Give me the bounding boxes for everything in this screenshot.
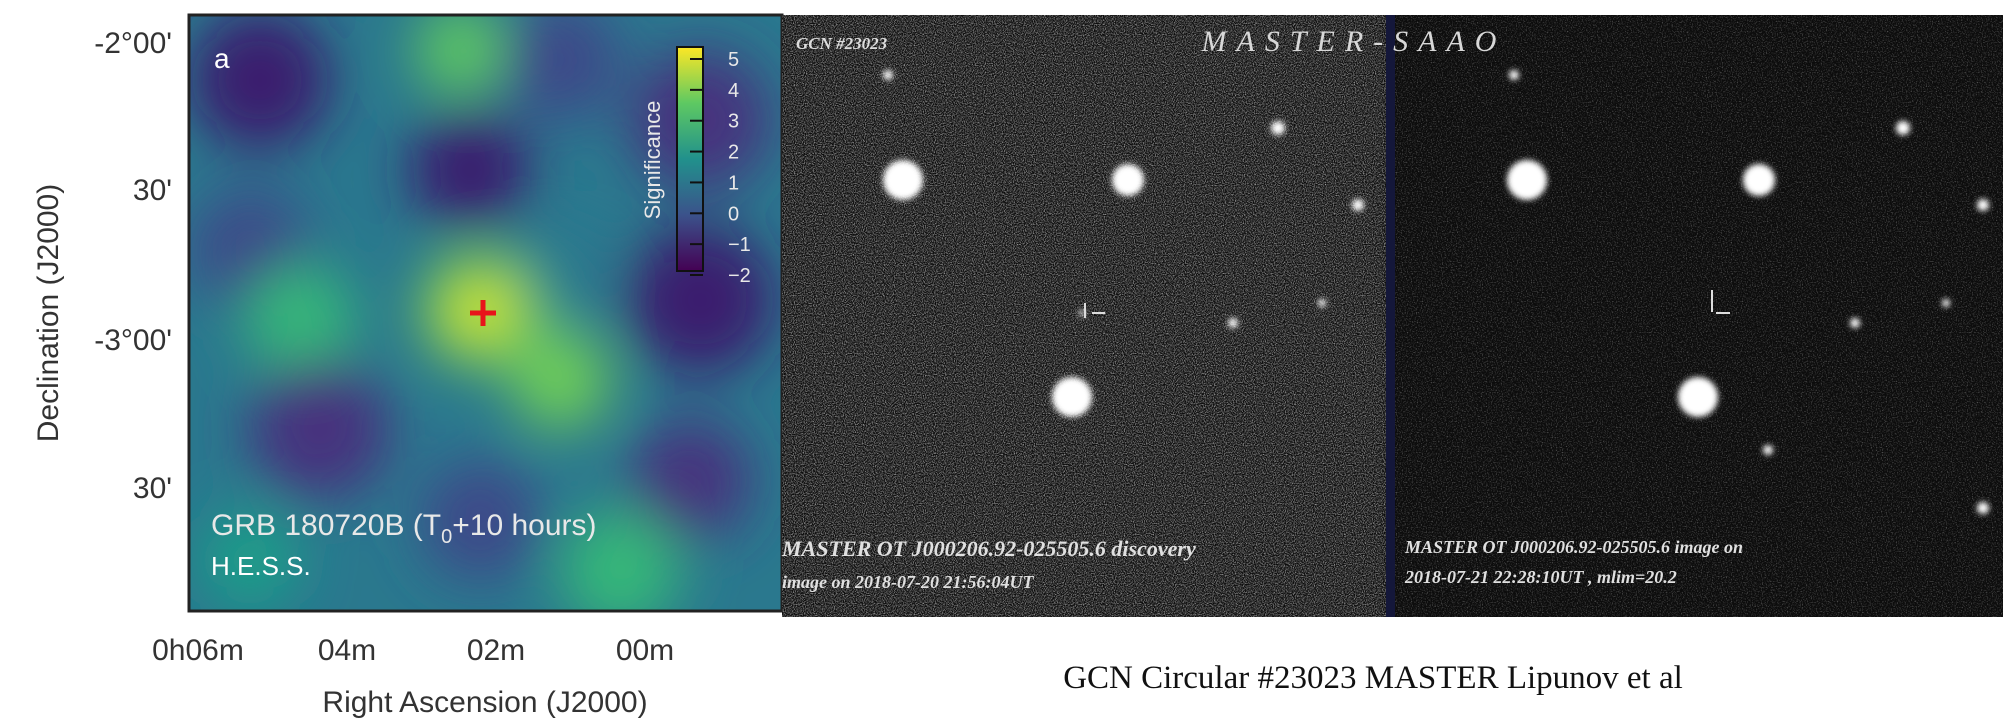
- colorbar-tick-label: −2: [728, 265, 751, 287]
- colorbar-tick-label: 3: [728, 111, 739, 133]
- master-images: [782, 15, 2003, 617]
- colorbar: [677, 47, 703, 271]
- colorbar-tick-label: 0: [728, 203, 739, 225]
- x-tick-label: 0h06m: [152, 634, 244, 667]
- y-tick-label: 30': [133, 472, 172, 505]
- page: a GRB 180720B (T0+10 hours) H.E.S.S. Sig…: [0, 0, 2003, 724]
- colorbar-tick-label: 2: [728, 142, 739, 164]
- x-tick-label: 04m: [318, 634, 376, 667]
- caption-line: MASTER OT J000206.92-025505.6 image on: [1404, 537, 1743, 557]
- footer-caption: GCN Circular #23023 MASTER Lipunov et al: [1063, 660, 1683, 696]
- caption-line: MASTER OT J000206.92-025505.6 discovery: [781, 536, 1196, 561]
- caption-line: 2018-07-21 22:28:10UT , mlim=20.2: [1404, 567, 1677, 587]
- y-tick-label: 30': [133, 174, 172, 207]
- figure: a GRB 180720B (T0+10 hours) H.E.S.S. Sig…: [0, 0, 2003, 724]
- circular-label: GCN #23023: [796, 34, 888, 53]
- source-text-part: GRB 180720B (T: [211, 509, 441, 542]
- colorbar-tick-label: 5: [728, 49, 739, 71]
- source-subscript: 0: [441, 526, 452, 548]
- x-tick-label: 00m: [616, 634, 674, 667]
- y-tick-label: -2°00': [94, 27, 172, 60]
- colorbar-tick-label: −1: [728, 234, 751, 256]
- x-tick-label: 02m: [467, 634, 525, 667]
- x-axis-label: Right Ascension (J2000): [322, 686, 647, 719]
- y-axis-label: Declination (J2000): [32, 184, 65, 442]
- y-ticks: -2°00' 30' -3°00' 30': [94, 27, 172, 505]
- y-tick-label: -3°00': [94, 324, 172, 357]
- instrument-label: H.E.S.S.: [211, 551, 311, 581]
- colorbar-tick-label: 1: [728, 172, 739, 194]
- telescope-label: MASTER-SAAO: [1201, 25, 1507, 58]
- caption-line: image on 2018-07-20 21:56:04UT: [782, 572, 1034, 592]
- source-text-part: +10 hours): [452, 509, 596, 542]
- x-ticks: 0h06m 04m 02m 00m: [152, 634, 674, 667]
- colorbar-label: Significance: [640, 101, 665, 220]
- panel-label: a: [214, 43, 230, 74]
- colorbar-tick-label: 4: [728, 80, 739, 102]
